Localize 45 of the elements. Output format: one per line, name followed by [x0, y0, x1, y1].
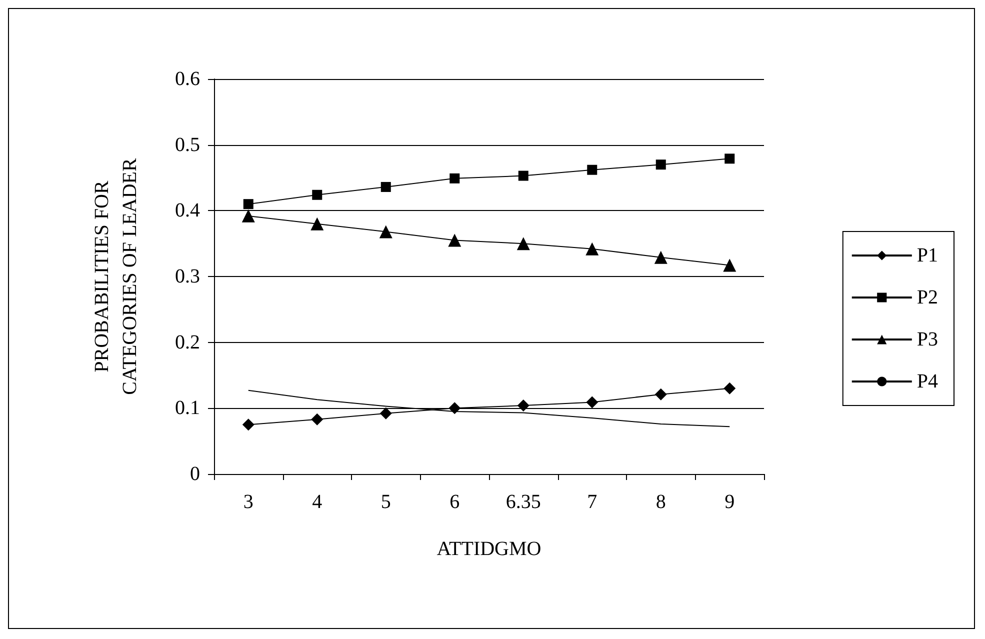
point: [311, 413, 324, 426]
y-axis-title: PROBABILITIES FOR CATEGORIES OF LEADER: [91, 158, 141, 395]
point: [242, 418, 254, 431]
point: [654, 250, 668, 264]
y-tick-label: 0.1: [175, 397, 200, 420]
point: [654, 388, 667, 400]
point: [448, 234, 462, 247]
legend-label: P2: [916, 286, 938, 308]
point: [516, 237, 530, 250]
point: [517, 400, 530, 412]
y-tick-label: 0.3: [175, 266, 200, 288]
y-tick-label: 0.2: [175, 331, 200, 354]
point: [587, 164, 598, 175]
x-tick-label: 3: [243, 491, 254, 513]
x-tick-label: 6.35: [506, 491, 541, 513]
y-tick-label: 0: [190, 463, 200, 485]
x-tick-label: 9: [724, 491, 735, 513]
point: [380, 182, 391, 192]
y-tick-label: 0.5: [175, 134, 200, 156]
point: [586, 396, 598, 408]
point: [312, 190, 322, 200]
point: [586, 242, 599, 256]
point: [310, 217, 324, 230]
point: [242, 209, 255, 222]
point: [448, 402, 461, 414]
point: [724, 154, 735, 164]
point: [380, 407, 392, 420]
legend-label: P1: [916, 244, 938, 266]
x-tick-label: 7: [587, 491, 598, 513]
point: [518, 170, 528, 181]
point: [450, 173, 460, 184]
point: [243, 199, 254, 210]
x-tick-label: 8: [656, 491, 666, 513]
x-tick-label: 5: [380, 491, 391, 513]
legend-label: P4: [916, 370, 938, 392]
legend-label: P3: [916, 328, 938, 350]
y-tick-label: 0.4: [175, 200, 200, 222]
point: [656, 160, 666, 170]
point: [723, 258, 736, 272]
y-tick-label: 0.6: [175, 68, 200, 90]
x-tick-label: 4: [312, 491, 322, 513]
x-tick-label: 6: [450, 491, 460, 513]
point: [379, 225, 392, 238]
point: [724, 382, 736, 394]
x-axis-title: ATTIDGMO: [436, 538, 542, 560]
